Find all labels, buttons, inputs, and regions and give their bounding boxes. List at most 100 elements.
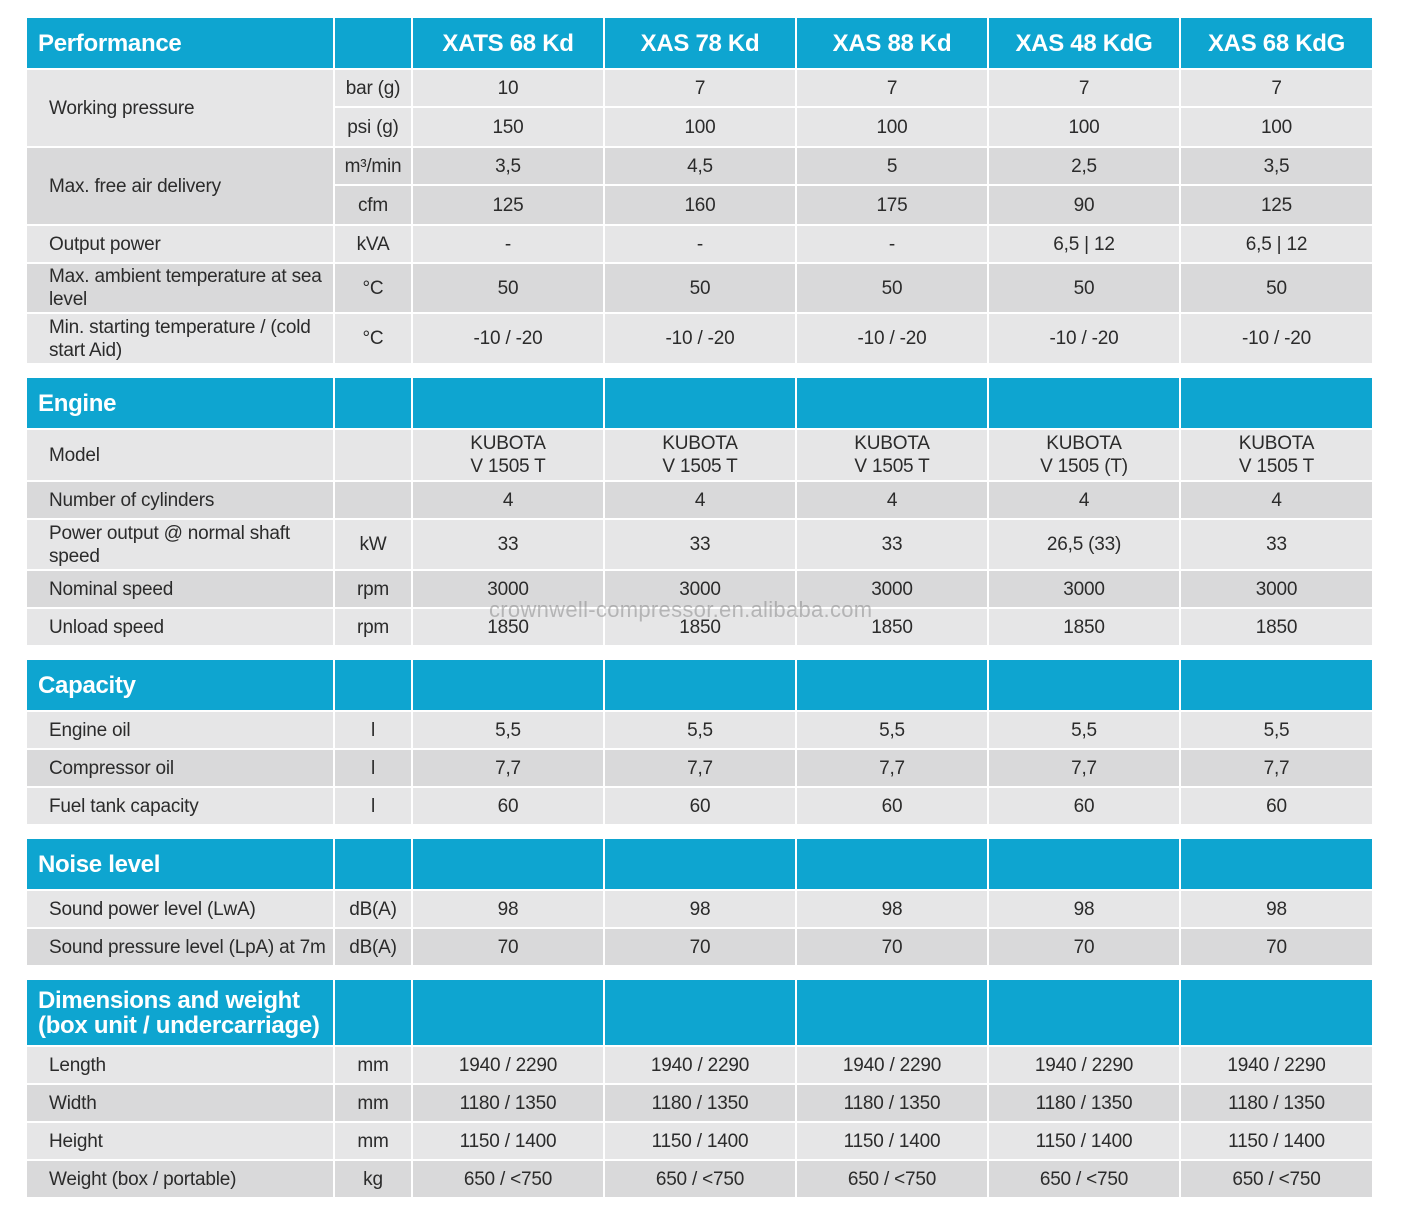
- header-blank: [1181, 378, 1372, 428]
- value-cell: -: [413, 226, 605, 262]
- row-label: Sound power level (LwA): [27, 891, 335, 927]
- table-row: Nominal speed rpm 3000 3000 3000 3000 30…: [27, 571, 1372, 609]
- value-cell: 70: [413, 929, 605, 965]
- value-cell: 7: [605, 70, 797, 106]
- value-cell: 1940 / 2290: [797, 1047, 989, 1083]
- value-cell: 1850: [989, 609, 1181, 645]
- value-cell: 7,7: [413, 750, 605, 786]
- value-cell: 70: [797, 929, 989, 965]
- value-cell: 125: [1260, 194, 1293, 216]
- value-cell: 1850: [605, 609, 797, 645]
- value-cell: 98: [989, 891, 1181, 927]
- value-cell: 60: [1266, 795, 1287, 817]
- value-cell: 6,5 | 12: [989, 226, 1181, 262]
- model-header: XAS 88 Kd: [797, 18, 989, 68]
- value-cell: 175: [797, 186, 989, 224]
- unit-cell: bar (g): [335, 70, 413, 106]
- unit-header: [335, 18, 413, 68]
- value-cell: 650 / <750: [989, 1161, 1181, 1197]
- value-cell: 3000: [989, 571, 1181, 607]
- value-cell: 1180 / 1350: [605, 1085, 797, 1121]
- value-cell: 4: [797, 482, 989, 518]
- unit-cell: l: [335, 750, 413, 786]
- row-label: Sound pressure level (LpA) at 7m: [27, 929, 335, 965]
- value-cell: 7: [989, 70, 1181, 106]
- header-blank: [1181, 660, 1372, 710]
- header-blank: [989, 378, 1181, 428]
- header-blank: [605, 980, 797, 1045]
- table-row: m³/min 3,5 4,5 5 2,5 3,5: [335, 148, 1372, 186]
- value-cell: 50: [413, 264, 605, 312]
- value-cell: 7,7: [797, 750, 989, 786]
- engine-header-row: Engine: [27, 378, 1372, 430]
- free-air-group: Max. free air delivery m³/min 3,5 4,5 5 …: [27, 148, 1372, 226]
- value-cell: -10 / -20: [797, 314, 989, 363]
- value-cell: 125: [413, 186, 605, 224]
- value-cell: 3000: [1255, 578, 1298, 600]
- value-cell: 3000: [605, 571, 797, 607]
- value-cell: 160: [605, 186, 797, 224]
- value-cell: -10 / -20: [605, 314, 797, 363]
- value-cell: 7,7: [1263, 757, 1290, 779]
- model-header: XAS 68 KdG: [1207, 29, 1346, 57]
- unit-cell: °C: [335, 264, 413, 312]
- unit-cell: l: [335, 788, 413, 824]
- value-cell: 3,5: [1263, 155, 1290, 177]
- unit-cell: dB(A): [335, 929, 413, 965]
- value-cell: 5,5: [797, 712, 989, 748]
- table-row: Length mm 1940 / 2290 1940 / 2290 1940 /…: [27, 1047, 1372, 1085]
- value-cell: 70: [1266, 936, 1287, 958]
- value-cell: 100: [1260, 116, 1293, 138]
- value-cell: 3000: [797, 571, 989, 607]
- header-blank: [989, 660, 1181, 710]
- value-cell: 70: [605, 929, 797, 965]
- model-header: XAS 48 KdG: [989, 18, 1181, 68]
- value-cell: 60: [797, 788, 989, 824]
- value-cell: 650 / <750: [1232, 1168, 1321, 1190]
- unit-cell: l: [335, 712, 413, 748]
- value-cell: 1150 / 1400: [413, 1123, 605, 1159]
- value-cell: 5,5: [413, 712, 605, 748]
- value-cell: 98: [1266, 898, 1287, 920]
- dimensions-header-row: Dimensions and weight (box unit / underc…: [27, 980, 1372, 1047]
- value-cell: 3000: [413, 571, 605, 607]
- value-cell: 5: [797, 148, 989, 184]
- row-label: Power output @ normal shaft speed: [27, 520, 335, 569]
- header-blank: [1181, 839, 1372, 889]
- unit-cell: kW: [335, 520, 413, 569]
- table-row: Compressor oil l 7,7 7,7 7,7 7,7 7,7: [27, 750, 1372, 788]
- section-title: Capacity: [27, 660, 335, 710]
- table-row: psi (g) 150 100 100 100 100: [335, 108, 1372, 146]
- unit-cell: m³/min: [335, 148, 413, 184]
- value-cell: 1150 / 1400: [605, 1123, 797, 1159]
- row-label: Length: [27, 1047, 335, 1083]
- value-cell: 50: [1266, 277, 1287, 299]
- value-cell: 650 / <750: [413, 1161, 605, 1197]
- value-cell: 5,5: [1263, 719, 1290, 741]
- row-label: Height: [27, 1123, 335, 1159]
- value-cell: 1940 / 2290: [989, 1047, 1181, 1083]
- value-cell: 1180 / 1350: [413, 1085, 605, 1121]
- unit-cell: [335, 430, 413, 480]
- performance-section: Performance XATS 68 Kd XAS 78 Kd XAS 88 …: [27, 18, 1372, 365]
- value-cell: 1150 / 1400: [1228, 1130, 1325, 1152]
- unit-cell: kg: [335, 1161, 413, 1197]
- value-cell: -: [605, 226, 797, 262]
- row-label: Min. starting temperature / (cold start …: [27, 314, 335, 363]
- table-row: Sound power level (LwA) dB(A) 98 98 98 9…: [27, 891, 1372, 929]
- table-row: Weight (box / portable) kg 650 / <750 65…: [27, 1161, 1372, 1199]
- value-cell: 2,5: [989, 148, 1181, 184]
- value-cell: 100: [797, 108, 989, 146]
- value-cell: KUBOTA V 1505 (T): [989, 430, 1181, 480]
- header-blank: [413, 660, 605, 710]
- value-cell: 98: [605, 891, 797, 927]
- unit-cell: psi (g): [335, 108, 413, 146]
- model-header: XAS 78 Kd: [605, 18, 797, 68]
- value-cell: 4: [1271, 489, 1282, 511]
- section-title: Engine: [27, 378, 335, 428]
- value-cell: 1150 / 1400: [797, 1123, 989, 1159]
- value-cell: -10 / -20: [1242, 328, 1311, 349]
- value-cell: 650 / <750: [605, 1161, 797, 1197]
- value-cell: 150: [413, 108, 605, 146]
- header-blank: [335, 980, 413, 1045]
